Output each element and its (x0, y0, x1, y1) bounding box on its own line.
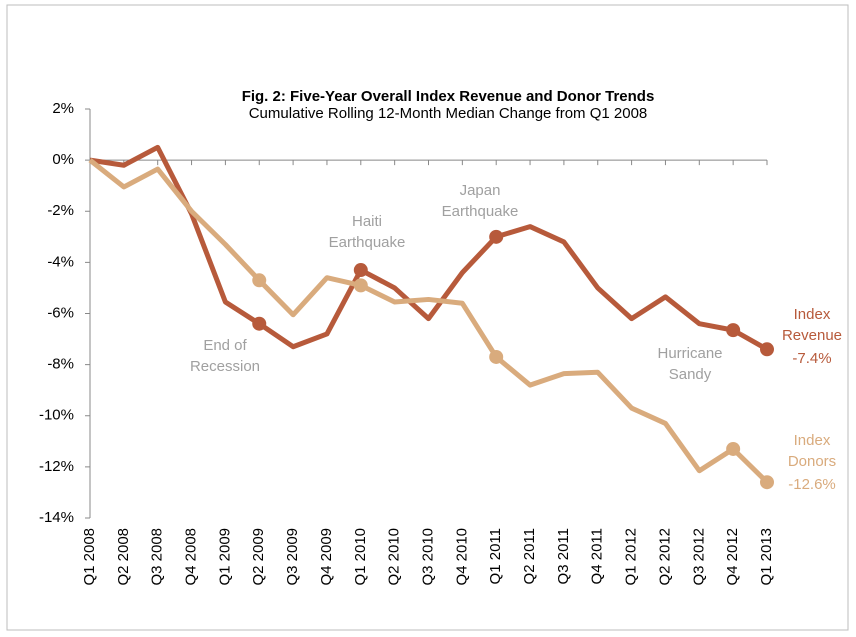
x-tick-label: Q2 2011 (521, 528, 538, 584)
series-marker (726, 441, 741, 456)
y-tick-label: -8% (47, 356, 74, 373)
data-label: -12.6% (788, 476, 836, 493)
x-tick-label: Q1 2013 (758, 528, 775, 586)
data-label: -7.4% (792, 350, 831, 367)
chart-subtitle: Cumulative Rolling 12-Month Median Chang… (249, 105, 648, 122)
x-tick-label: Q1 2011 (487, 528, 504, 584)
y-tick-label: -2% (47, 202, 74, 219)
x-tick-label: Q3 2011 (555, 528, 572, 584)
x-tick-label: Q4 2010 (453, 528, 470, 586)
x-tick-label: Q3 2008 (149, 528, 166, 586)
x-tick-label: Q1 2009 (216, 528, 233, 586)
x-tick-label: Q4 2008 (183, 528, 200, 586)
annotation: Sandy (669, 366, 712, 383)
x-tick-label: Q2 2008 (115, 528, 132, 586)
x-tick-label: Q1 2012 (623, 528, 640, 586)
y-tick-label: -4% (47, 253, 74, 270)
y-tick-label: -14% (39, 509, 74, 526)
annotation: Haiti (352, 213, 382, 230)
x-tick-label: Q4 2011 (589, 528, 606, 584)
series-line (88, 158, 769, 484)
x-tick-label: Q3 2009 (284, 528, 301, 586)
x-tick-label: Q2 2012 (656, 528, 673, 586)
legend-entry: Index Donors (788, 432, 836, 470)
annotation: Earthquake (442, 203, 519, 220)
series-marker (252, 316, 267, 331)
x-tick-label: Q1 2008 (81, 528, 98, 586)
y-tick-label: -10% (39, 407, 74, 424)
y-tick-label: 0% (52, 151, 74, 168)
x-tick-label: Q4 2009 (318, 528, 335, 586)
x-tick-label: Q2 2009 (250, 528, 267, 586)
series-marker (760, 342, 774, 357)
series-marker (353, 263, 368, 278)
series-line (89, 144, 769, 352)
series-marker (252, 273, 267, 288)
series-marker (489, 349, 504, 364)
y-tick-label: -12% (39, 458, 74, 475)
x-tick-label: Q2 2010 (386, 528, 403, 586)
series-marker (760, 475, 774, 490)
series-marker (489, 229, 504, 244)
annotation: End of (203, 337, 247, 354)
annotation: Earthquake (329, 234, 406, 251)
annotation: Hurricane (657, 345, 722, 362)
annotation: Recession (190, 358, 260, 375)
x-tick-label: Q4 2012 (724, 528, 741, 586)
x-tick-label: Q3 2010 (419, 528, 436, 586)
legend-entry: Index Revenue (782, 306, 842, 344)
annotation: Japan (460, 182, 501, 199)
y-tick-label: -6% (47, 304, 74, 321)
x-tick-label: Q1 2010 (352, 528, 369, 586)
series-marker (726, 323, 741, 338)
y-tick-label: 2% (52, 100, 74, 117)
chart-title: Fig. 2: Five-Year Overall Index Revenue … (242, 88, 655, 105)
x-tick-label: Q3 2012 (690, 528, 707, 586)
series-marker (353, 278, 368, 293)
